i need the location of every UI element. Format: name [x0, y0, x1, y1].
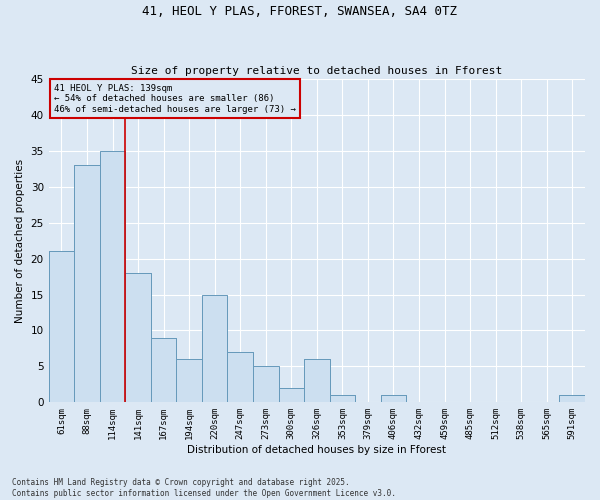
Bar: [253, 366, 278, 402]
Bar: [49, 252, 74, 402]
Bar: [227, 352, 253, 403]
Bar: [176, 359, 202, 403]
Bar: [304, 359, 329, 403]
X-axis label: Distribution of detached houses by size in Fforest: Distribution of detached houses by size …: [187, 445, 446, 455]
Bar: [329, 395, 355, 402]
Bar: [125, 273, 151, 402]
Bar: [227, 352, 253, 403]
Text: Contains HM Land Registry data © Crown copyright and database right 2025.
Contai: Contains HM Land Registry data © Crown c…: [12, 478, 396, 498]
Bar: [202, 294, 227, 403]
Y-axis label: Number of detached properties: Number of detached properties: [15, 158, 25, 323]
Bar: [559, 395, 585, 402]
Bar: [380, 395, 406, 402]
Bar: [202, 294, 227, 403]
Bar: [100, 151, 125, 403]
Text: 41 HEOL Y PLAS: 139sqm
← 54% of detached houses are smaller (86)
46% of semi-det: 41 HEOL Y PLAS: 139sqm ← 54% of detached…: [54, 84, 296, 114]
Bar: [49, 252, 74, 402]
Bar: [125, 273, 151, 402]
Bar: [74, 166, 100, 402]
Title: Size of property relative to detached houses in Fforest: Size of property relative to detached ho…: [131, 66, 502, 76]
Bar: [304, 359, 329, 403]
Bar: [278, 388, 304, 402]
Bar: [74, 166, 100, 402]
Bar: [100, 151, 125, 403]
Bar: [559, 395, 585, 402]
Text: 41, HEOL Y PLAS, FFOREST, SWANSEA, SA4 0TZ: 41, HEOL Y PLAS, FFOREST, SWANSEA, SA4 0…: [143, 5, 458, 18]
Bar: [151, 338, 176, 402]
Bar: [278, 388, 304, 402]
Bar: [253, 366, 278, 402]
Bar: [329, 395, 355, 402]
Bar: [176, 359, 202, 403]
Bar: [380, 395, 406, 402]
Bar: [151, 338, 176, 402]
